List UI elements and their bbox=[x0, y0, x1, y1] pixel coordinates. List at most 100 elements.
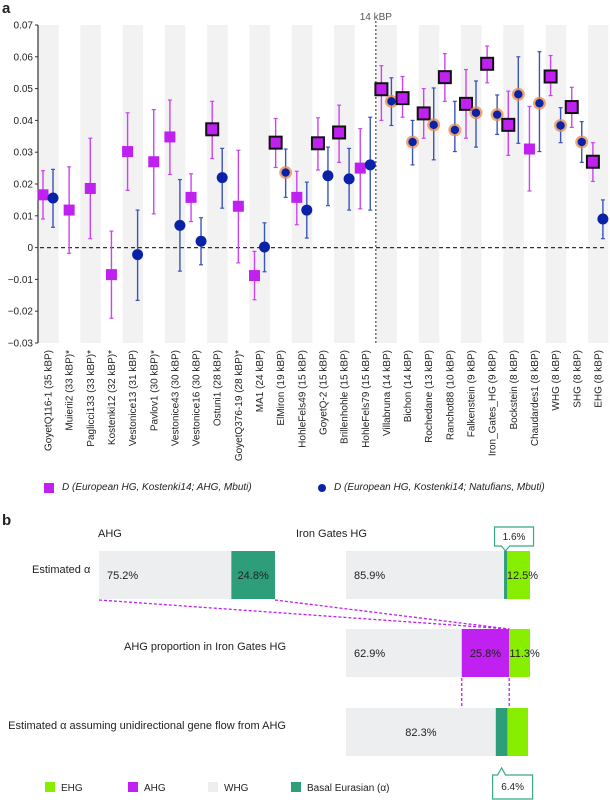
bar-segment-basal-eurasian bbox=[504, 551, 507, 599]
y-tick-label: −0.02 bbox=[8, 307, 34, 318]
callout-label: 6.4% bbox=[501, 782, 524, 793]
bar-segment-ehg bbox=[507, 708, 528, 756]
connector-line bbox=[98, 599, 510, 630]
square-data-point-highlighted bbox=[501, 117, 516, 132]
square-data-point-highlighted bbox=[585, 154, 600, 169]
admixture-bar-chart: AHG Iron Gates HG Estimated α AHG proportio… bbox=[8, 526, 540, 800]
row-label-estimated-alpha: Estimated α bbox=[32, 564, 91, 576]
circle-data-point-highlighted bbox=[556, 121, 565, 130]
x-category-label: GoyetQ116-1 (35 kBP) bbox=[44, 350, 55, 451]
y-tick-label: 0.02 bbox=[14, 180, 34, 191]
x-category-label: HohleFels79 (15 kBP) bbox=[361, 350, 372, 448]
square-data-point bbox=[523, 143, 535, 155]
square-data-point bbox=[84, 182, 96, 194]
square-data-point bbox=[164, 131, 176, 143]
bar-segment-ehg bbox=[507, 551, 530, 599]
panel-b-label: b bbox=[2, 512, 12, 529]
square-data-point-highlighted bbox=[395, 91, 410, 106]
square-data-point-highlighted bbox=[416, 106, 431, 121]
legend-swatch-whg bbox=[208, 782, 218, 792]
square-data-point-highlighted bbox=[310, 136, 325, 151]
x-category-label: Ostuni1 (28 kBP) bbox=[213, 350, 224, 426]
x-category-label: Pavlov1 (30 kBP)* bbox=[149, 350, 160, 431]
x-category-label: GoyetQ376-19 (28 kBP)* bbox=[234, 350, 245, 461]
legend-swatch-basal-eurasian bbox=[291, 782, 301, 792]
bar-segment-whg bbox=[346, 708, 496, 756]
circle-data-point bbox=[322, 170, 334, 182]
square-data-point-highlighted bbox=[480, 56, 495, 71]
column-stripe bbox=[38, 25, 59, 343]
x-category-label: GoyetQ-2 (15 kBP) bbox=[318, 350, 329, 435]
y-tick-label: −0.01 bbox=[8, 275, 34, 286]
circle-data-point-highlighted bbox=[281, 168, 290, 177]
square-data-point-highlighted bbox=[437, 70, 452, 85]
circle-data-point-highlighted bbox=[577, 137, 586, 147]
legend-swatch-ehg bbox=[45, 782, 55, 792]
square-data-point-highlighted bbox=[564, 100, 579, 115]
circle-data-point-highlighted bbox=[471, 108, 481, 117]
column-stripe bbox=[545, 25, 567, 343]
bar-segment-whg bbox=[346, 551, 505, 599]
circle-data-point-highlighted bbox=[514, 90, 523, 99]
column-stripe bbox=[418, 25, 440, 343]
column-stripe bbox=[376, 25, 397, 343]
column-stripe bbox=[503, 25, 524, 343]
square-data-point bbox=[122, 146, 134, 158]
circle-data-point-highlighted bbox=[450, 125, 460, 135]
x-category-label: EHG (8 kBP) bbox=[593, 350, 604, 408]
column-header-ahg: AHG bbox=[98, 528, 122, 540]
d-statistic-chart: 0.07 0.06 0.05 0.04 0.03 0.02 0.01 0 −0.01 −0.02 −… bbox=[8, 12, 609, 461]
circle-data-point-highlighted bbox=[408, 137, 417, 147]
x-category-label: Kostenki12 (32 kBP)* bbox=[107, 350, 118, 445]
circle-data-point bbox=[259, 241, 270, 253]
callout-box bbox=[493, 526, 535, 552]
column-stripe bbox=[461, 25, 482, 343]
bar-value-label: 11.3% bbox=[509, 648, 540, 660]
square-data-point bbox=[232, 200, 244, 212]
bar-segment-ehg bbox=[509, 629, 530, 677]
x-category-label: HohleFels49 (15 kBP) bbox=[297, 350, 308, 448]
x-category-label: Villabruna (14 kBP) bbox=[382, 350, 393, 436]
time-marker-label: 14 kBP bbox=[360, 12, 393, 23]
y-tick-label: 0.01 bbox=[14, 211, 34, 222]
circle-data-point bbox=[216, 172, 228, 184]
x-category-label: Brillenhohle (15 kBP) bbox=[340, 350, 351, 444]
square-data-point bbox=[37, 189, 49, 201]
square-data-point-highlighted bbox=[205, 122, 220, 137]
bar-segment-basal-eurasian bbox=[495, 708, 508, 756]
x-category-label: Chaudardes1 (8 kBP) bbox=[530, 350, 541, 446]
column-stripe bbox=[291, 25, 313, 343]
legend-label: WHG bbox=[224, 783, 249, 794]
column-header-iron-gates: Iron Gates HG bbox=[296, 528, 367, 540]
x-category-label: WHG (8 kBP) bbox=[551, 350, 562, 411]
square-data-point-highlighted bbox=[459, 96, 473, 111]
row-label-unidirectional: Estimated α assuming unidirectional gene… bbox=[8, 720, 286, 732]
column-stripe bbox=[207, 25, 228, 343]
square-data-point bbox=[185, 191, 197, 203]
square-data-point-highlighted bbox=[268, 135, 283, 150]
x-category-label: Vestonice16 (30 kBP) bbox=[192, 350, 203, 446]
square-marker-icon bbox=[44, 482, 54, 493]
x-category-label: Ranchot88 (10 kBP) bbox=[445, 350, 456, 440]
bar-value-label: 75.2% bbox=[107, 570, 138, 582]
bar-value-label: 82.3% bbox=[405, 727, 436, 739]
square-data-point bbox=[354, 162, 366, 174]
y-tick-label: 0.03 bbox=[14, 148, 34, 159]
x-category-label: Bichon (14 kBP) bbox=[403, 350, 414, 422]
y-tick-label: −0.03 bbox=[8, 339, 34, 350]
column-stripe bbox=[122, 25, 144, 343]
square-data-point bbox=[63, 204, 75, 216]
circle-data-point bbox=[174, 219, 186, 231]
bar-segment-basal-eurasian bbox=[231, 551, 275, 599]
x-category-label: Bockstein (8 kBP) bbox=[509, 350, 520, 429]
legend-item-natufians: D (European HG, Kostenki14; Natufians, M… bbox=[318, 482, 545, 493]
bar-segment-ahg bbox=[461, 629, 510, 677]
square-data-point bbox=[291, 191, 303, 203]
legend-swatch-ahg bbox=[128, 782, 138, 792]
legend-label: EHG bbox=[61, 783, 83, 794]
y-tick-label: 0.05 bbox=[14, 84, 34, 95]
circle-data-point bbox=[364, 159, 376, 171]
column-stripe bbox=[249, 25, 270, 343]
column-stripe bbox=[164, 25, 186, 343]
circle-data-point-highlighted bbox=[492, 110, 502, 119]
